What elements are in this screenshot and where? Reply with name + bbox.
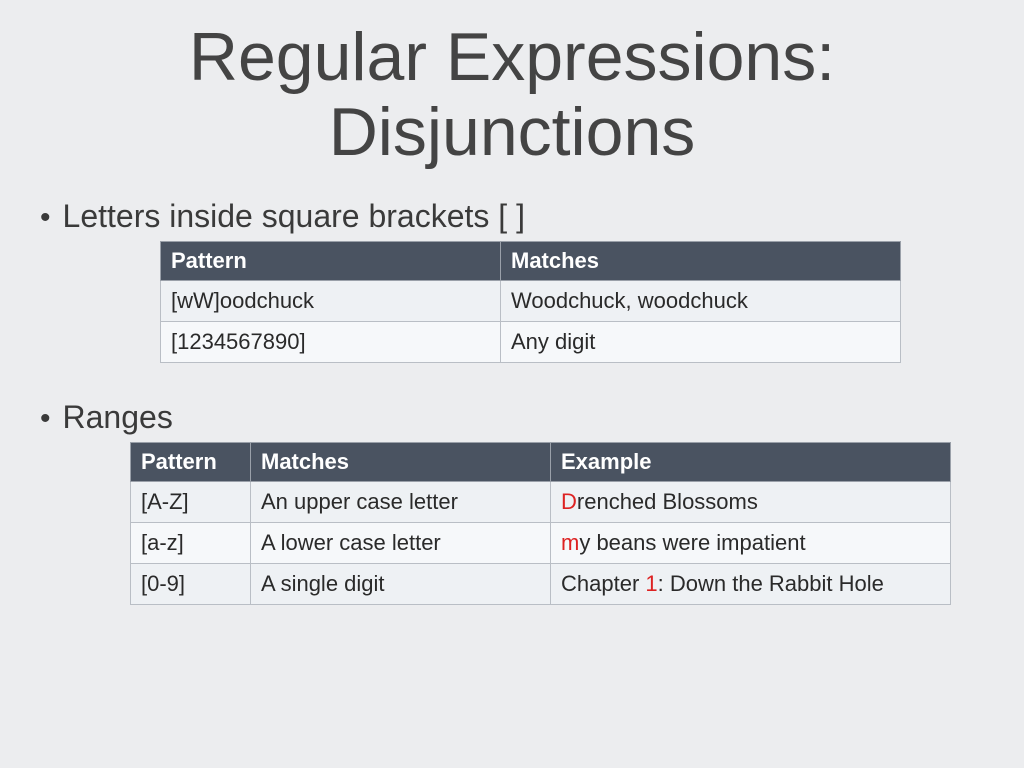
- cell-pattern: [0-9]: [131, 563, 251, 604]
- table-header-row: Pattern Matches: [161, 241, 901, 280]
- cell-pattern: [A-Z]: [131, 481, 251, 522]
- cell-matches: Any digit: [501, 321, 901, 362]
- example-rest: y beans were impatient: [579, 530, 805, 555]
- brackets-table: Pattern Matches [wW]oodchuck Woodchuck, …: [160, 241, 901, 363]
- table-row: [wW]oodchuck Woodchuck, woodchuck: [161, 280, 901, 321]
- cell-pattern: [a-z]: [131, 522, 251, 563]
- slide-title: Regular Expressions: Disjunctions: [40, 20, 984, 170]
- table-row: [1234567890] Any digit: [161, 321, 901, 362]
- example-rest: : Down the Rabbit Hole: [658, 571, 884, 596]
- header-matches: Matches: [251, 442, 551, 481]
- bullet-dot-icon: •: [40, 203, 51, 233]
- header-pattern: Pattern: [131, 442, 251, 481]
- highlight-text: D: [561, 489, 577, 514]
- highlight-text: m: [561, 530, 579, 555]
- table-row: [A-Z] An upper case letter Drenched Blos…: [131, 481, 951, 522]
- bullet-ranges: • Ranges: [40, 399, 984, 436]
- cell-example: my beans were impatient: [551, 522, 951, 563]
- cell-pattern: [1234567890]: [161, 321, 501, 362]
- slide: Regular Expressions: Disjunctions • Lett…: [0, 0, 1024, 768]
- table-row: [0-9] A single digit Chapter 1: Down the…: [131, 563, 951, 604]
- header-pattern: Pattern: [161, 241, 501, 280]
- cell-example: Drenched Blossoms: [551, 481, 951, 522]
- table-header-row: Pattern Matches Example: [131, 442, 951, 481]
- cell-matches: Woodchuck, woodchuck: [501, 280, 901, 321]
- cell-matches: An upper case letter: [251, 481, 551, 522]
- header-example: Example: [551, 442, 951, 481]
- cell-pattern: [wW]oodchuck: [161, 280, 501, 321]
- header-matches: Matches: [501, 241, 901, 280]
- example-pre: Chapter: [561, 571, 645, 596]
- example-rest: renched Blossoms: [577, 489, 758, 514]
- bullet-text: Ranges: [63, 399, 173, 436]
- cell-matches: A lower case letter: [251, 522, 551, 563]
- cell-example: Chapter 1: Down the Rabbit Hole: [551, 563, 951, 604]
- bullet-letters: • Letters inside square brackets [ ]: [40, 198, 984, 235]
- table-row: [a-z] A lower case letter my beans were …: [131, 522, 951, 563]
- ranges-table: Pattern Matches Example [A-Z] An upper c…: [130, 442, 951, 605]
- bullet-dot-icon: •: [40, 404, 51, 434]
- cell-matches: A single digit: [251, 563, 551, 604]
- highlight-text: 1: [645, 571, 657, 596]
- bullet-text: Letters inside square brackets [ ]: [63, 198, 525, 235]
